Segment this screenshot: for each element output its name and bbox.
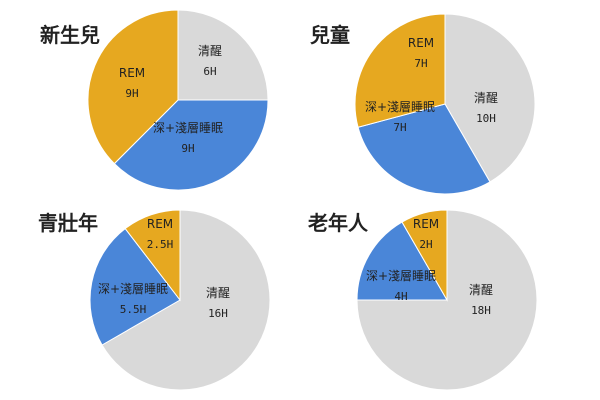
- pie-slice: [356, 221, 448, 301]
- pie-slice: [444, 13, 536, 183]
- slice-value-label: 4H: [394, 290, 407, 303]
- pie-slice: [101, 209, 271, 391]
- slice-label: 清醒: [474, 91, 498, 105]
- slice-label: 深+淺層睡眠: [366, 269, 436, 283]
- slice-label: REM: [413, 217, 439, 231]
- slice-value-label: 9H: [125, 87, 138, 100]
- pie-slice: [177, 9, 269, 101]
- pie-slice: [124, 209, 181, 302]
- slice-label: REM: [119, 66, 145, 80]
- slice-value-label: 6H: [203, 65, 216, 78]
- slice-value-label: 2.5H: [147, 238, 174, 251]
- slice-value-label: 9H: [181, 142, 194, 155]
- pie-slice: [357, 103, 491, 195]
- slice-label: 清醒: [469, 283, 493, 297]
- chart-title: 兒童: [310, 23, 350, 47]
- chart-title: 老年人: [308, 211, 369, 235]
- pie-slice: [354, 13, 446, 128]
- chart-title: 新生兒: [40, 23, 100, 47]
- slice-value-label: 7H: [393, 121, 406, 134]
- slice-label: 清醒: [206, 286, 230, 300]
- slice-label: 深+淺層睡眠: [153, 121, 223, 135]
- chart-title: 青壯年: [38, 211, 98, 235]
- slice-value-label: 10H: [476, 112, 496, 125]
- pie-slice: [113, 99, 269, 191]
- slice-value-label: 2H: [419, 238, 432, 251]
- slice-value-label: 5.5H: [120, 303, 147, 316]
- slice-value-label: 16H: [208, 307, 228, 320]
- slice-label: 深+淺層睡眠: [98, 282, 168, 296]
- slice-label: REM: [408, 36, 434, 50]
- pie-slice: [87, 9, 179, 165]
- slice-label: REM: [147, 217, 173, 231]
- slice-label: 清醒: [198, 44, 222, 58]
- slice-label: 深+淺層睡眠: [365, 100, 435, 114]
- slice-value-label: 7H: [414, 57, 427, 70]
- slice-value-label: 18H: [471, 304, 491, 317]
- pie-slice: [89, 227, 181, 346]
- pie-slice: [401, 209, 448, 302]
